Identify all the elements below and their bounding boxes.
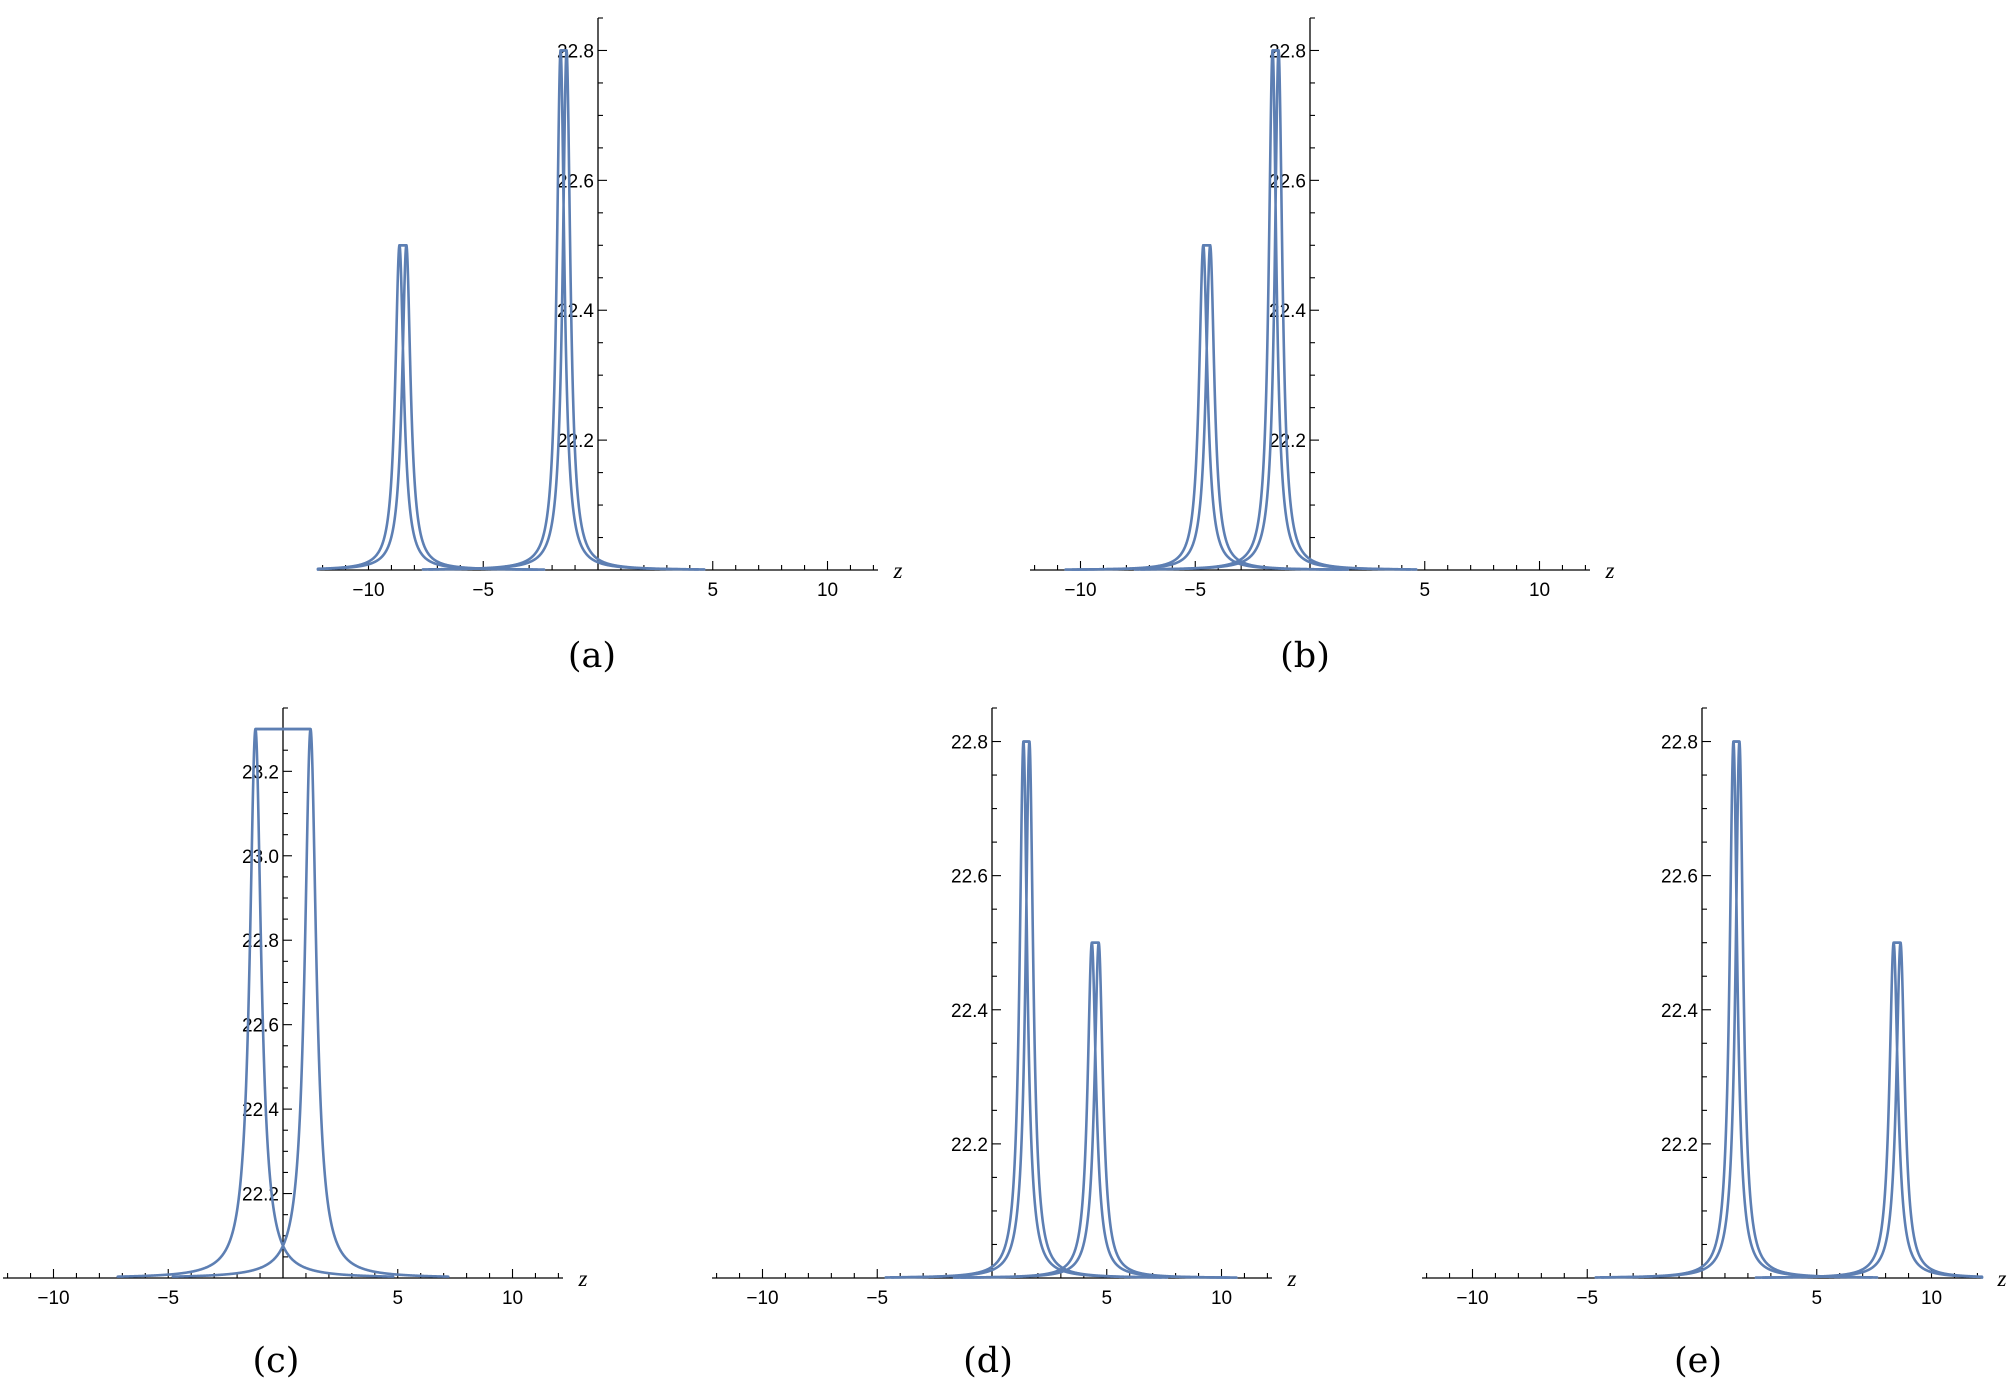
y-tick-label: 22.2 <box>1661 1135 1698 1156</box>
x-tick-label: 10 <box>502 1288 523 1309</box>
x-axis-label: z <box>1605 558 1615 583</box>
x-tick-label: −5 <box>157 1288 179 1309</box>
y-tick-label: 22.8 <box>951 733 988 754</box>
curve-branch <box>1071 243 1343 571</box>
x-tick-label: 10 <box>817 580 838 601</box>
curve-branch <box>171 727 395 1278</box>
caption-b: (b) <box>1280 636 1330 676</box>
x-tick-label: 5 <box>707 580 718 601</box>
y-tick-label: 22.6 <box>1269 171 1306 192</box>
curve-loop <box>316 243 546 571</box>
y-tick-label: 22.6 <box>242 1016 279 1037</box>
curve-loop <box>1064 243 1350 571</box>
x-axis-label: z <box>1287 1266 1297 1291</box>
x-tick-label: 5 <box>1811 1288 1822 1309</box>
y-tick-label: 22.8 <box>557 41 594 62</box>
plot-e: −10 −5 5 10 z 22.2 22.4 22.6 22.8 <box>1422 707 2007 1309</box>
y-tick-label: 22.4 <box>242 1100 279 1121</box>
x-tick-label: −10 <box>1456 1288 1488 1309</box>
plot-d: −10 −5 5 10 z 22.2 22.4 22.6 22.8 <box>712 707 1297 1309</box>
x-tick-label: −5 <box>866 1288 888 1309</box>
panel-d: −10 −5 5 10 z 22.2 22.4 22.6 22.8 (d) <box>712 707 1297 1381</box>
y-tick-label: 22.2 <box>951 1135 988 1156</box>
curve-branch <box>1139 49 1412 571</box>
y-tick-label: 22.8 <box>1269 41 1306 62</box>
x-axis-label: z <box>578 1266 588 1291</box>
curve-branch <box>890 740 1163 1279</box>
y-tick-label: 23.2 <box>242 762 279 783</box>
y-tick-label: 22.8 <box>1661 733 1698 754</box>
x-tick-label: −5 <box>472 580 494 601</box>
curve-branch <box>427 49 700 571</box>
curve-branch <box>959 941 1231 1279</box>
caption-e: (e) <box>1674 1341 1722 1381</box>
x-tick-label: −10 <box>746 1288 778 1309</box>
x-tick-label: 10 <box>1921 1288 1942 1309</box>
y-tick-label: 22.2 <box>242 1185 279 1206</box>
curve-branch <box>1600 740 1873 1279</box>
y-tick-label: 22.6 <box>557 171 594 192</box>
y-tick-label: 22.6 <box>1661 867 1698 888</box>
curve-branch <box>1761 941 1984 1279</box>
x-tick-label: −5 <box>1576 1288 1598 1309</box>
curve-branch <box>316 243 539 571</box>
y-tick-label: 22.4 <box>951 1001 988 1022</box>
caption-a: (a) <box>568 636 616 676</box>
y-tick-label: 22.4 <box>1661 1001 1698 1022</box>
x-axis-label: z <box>893 558 903 583</box>
x-tick-label: 5 <box>1101 1288 1112 1309</box>
x-tick-label: −10 <box>37 1288 69 1309</box>
x-tick-label: −10 <box>1064 580 1096 601</box>
x-tick-label: 5 <box>1419 580 1430 601</box>
x-tick-label: −5 <box>1184 580 1206 601</box>
x-tick-label: 5 <box>392 1288 403 1309</box>
panel-e: −10 −5 5 10 z 22.2 22.4 22.6 22.8 (e) <box>1422 707 2007 1381</box>
x-tick-label: −10 <box>352 580 384 601</box>
x-axis-label: z <box>1997 1266 2007 1291</box>
caption-c: (c) <box>253 1341 300 1381</box>
x-tick-label: 10 <box>1211 1288 1232 1309</box>
caption-d: (d) <box>963 1341 1013 1381</box>
y-tick-label: 22.6 <box>951 867 988 888</box>
curve-loop <box>1754 941 1984 1279</box>
x-tick-label: 10 <box>1529 580 1550 601</box>
